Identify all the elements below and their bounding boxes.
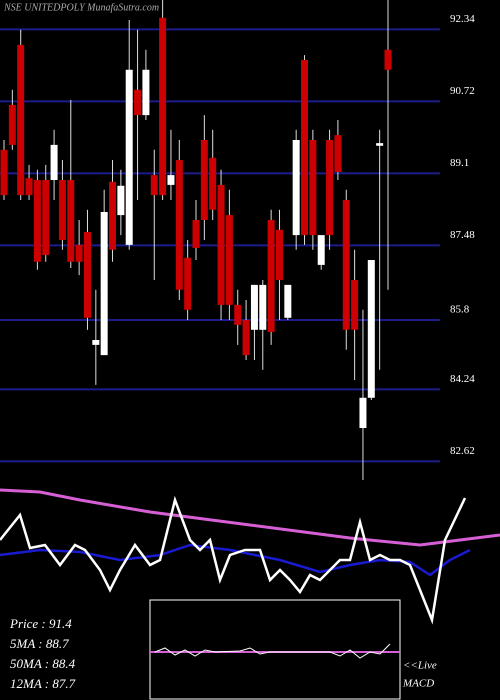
y-tick-label: 90.72 bbox=[450, 85, 475, 97]
info-text: 12MA : 87.7 bbox=[10, 676, 76, 691]
candle-body bbox=[17, 44, 25, 196]
candle-body bbox=[200, 140, 208, 220]
candle-body bbox=[284, 284, 292, 318]
candle-body bbox=[142, 69, 150, 116]
candle-body bbox=[250, 284, 258, 330]
info-text: 50MA : 88.4 bbox=[10, 656, 76, 671]
chart-title: NSE UNITEDPOLY MunafaSutra.com bbox=[3, 2, 159, 13]
candle-body bbox=[351, 280, 359, 330]
candle-body bbox=[159, 17, 167, 196]
candle-body bbox=[301, 60, 309, 236]
candle-body bbox=[209, 157, 217, 210]
candle-body bbox=[117, 185, 125, 216]
ma-line-short bbox=[0, 543, 471, 577]
candle-body bbox=[342, 200, 350, 330]
y-tick-label: 82.62 bbox=[450, 445, 475, 457]
candle-body bbox=[175, 160, 183, 290]
candle-body bbox=[125, 69, 133, 245]
ma-line-long bbox=[0, 488, 500, 547]
candle-body bbox=[367, 260, 375, 398]
candle-body bbox=[267, 220, 275, 332]
candle-body bbox=[83, 232, 91, 318]
candle-body bbox=[92, 340, 100, 345]
candle-body bbox=[334, 135, 342, 172]
candle-body bbox=[292, 140, 300, 236]
candle-body bbox=[384, 49, 392, 70]
candle-body bbox=[184, 257, 192, 310]
candle-body bbox=[326, 140, 334, 236]
candle-body bbox=[192, 220, 200, 248]
y-tick-label: 87.48 bbox=[450, 229, 475, 241]
candle-body bbox=[234, 304, 242, 325]
y-tick-label: 84.24 bbox=[450, 373, 475, 385]
candle-body bbox=[167, 175, 175, 185]
candle-body bbox=[309, 140, 317, 236]
macd-box bbox=[149, 599, 401, 700]
candle-body bbox=[50, 144, 58, 180]
candle-body bbox=[33, 180, 41, 262]
candle-body bbox=[109, 181, 117, 250]
indicator-line bbox=[0, 495, 467, 625]
macd-line bbox=[154, 643, 391, 659]
candle-body bbox=[134, 89, 142, 116]
info-text: Price : 91.4 bbox=[9, 616, 72, 631]
candle-body bbox=[100, 212, 108, 356]
macd-label: MACD bbox=[402, 678, 434, 690]
candle-body bbox=[150, 175, 158, 196]
candle-body bbox=[275, 229, 283, 280]
candle-body bbox=[0, 149, 8, 196]
candle-body bbox=[359, 397, 367, 428]
candle-body bbox=[225, 215, 233, 305]
candle-body bbox=[42, 180, 50, 256]
candle-body bbox=[376, 143, 384, 146]
y-tick-label: 85.8 bbox=[450, 304, 470, 316]
candle-body bbox=[67, 180, 75, 262]
candle-body bbox=[25, 178, 33, 196]
candle-body bbox=[217, 184, 225, 305]
candle-body bbox=[317, 235, 325, 265]
candle-body bbox=[8, 104, 16, 145]
candle-body bbox=[259, 284, 267, 330]
info-text: 5MA : 88.7 bbox=[10, 636, 69, 651]
candle-body bbox=[58, 180, 66, 240]
macd-label: <<Live bbox=[403, 660, 437, 672]
y-tick-label: 89.1 bbox=[450, 157, 469, 169]
candle-body bbox=[242, 320, 250, 356]
y-tick-label: 92.34 bbox=[450, 13, 475, 25]
candle-body bbox=[75, 244, 83, 262]
